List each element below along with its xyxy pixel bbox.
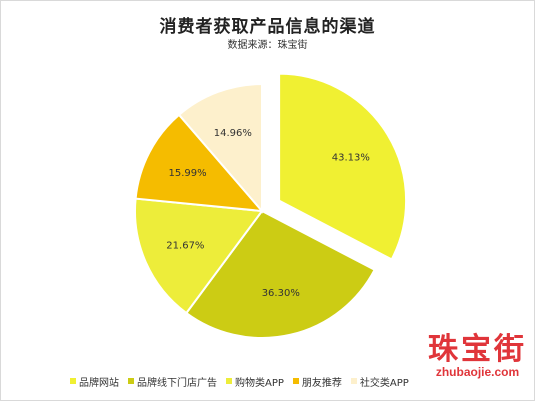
legend-label-2: 品牌线下门店广告 [137, 377, 217, 389]
pie-slice-5 [177, 82, 263, 214]
slice-label-2: 36.30% [262, 288, 300, 299]
legend-item-2: 品牌线下门店广告 [128, 374, 217, 389]
pie-slice-1 [278, 72, 408, 261]
legend-swatch-3 [226, 378, 232, 384]
legend-swatch-1 [70, 378, 76, 384]
slice-label-5: 14.96% [214, 128, 252, 139]
watermark-text-en: zhubaojie.com [435, 365, 520, 379]
legend-label-4: 朋友推荐 [301, 377, 342, 389]
legend-item-3: 购物类APP [226, 374, 284, 389]
slice-label-1: 43.13% [332, 153, 370, 164]
legend-swatch-2 [128, 378, 134, 384]
chart-subtitle: 数据来源：珠宝街 [227, 40, 308, 51]
watermark-logo: 珠宝街 zhubaojie.com [428, 334, 527, 379]
legend-label-1: 品牌网站 [79, 377, 119, 389]
pie-slice-2 [184, 209, 376, 339]
legend-swatch-4 [292, 378, 299, 384]
legend-label-5: 社交类APP [359, 377, 409, 389]
legend-label-3: 购物类APP [235, 377, 284, 389]
legend-item-1: 品牌网站 [70, 374, 119, 389]
chart-legend: 品牌网站 品牌线下门店广告 购物类APP 朋友推荐 社交类APP [70, 374, 418, 389]
chart-title: 消费者获取产品信息的渠道 [159, 17, 376, 37]
legend-item-4: 朋友推荐 [292, 374, 342, 389]
pie-slice-3 [134, 197, 264, 315]
legend-item-5: 社交类APP [350, 374, 409, 389]
legend-swatch-5 [350, 378, 357, 384]
slice-label-3: 21.67% [166, 240, 204, 251]
slice-label-4: 15.99% [169, 168, 207, 179]
pie-slice-4 [134, 113, 265, 213]
watermark-text-cn: 珠宝街 [428, 332, 527, 367]
